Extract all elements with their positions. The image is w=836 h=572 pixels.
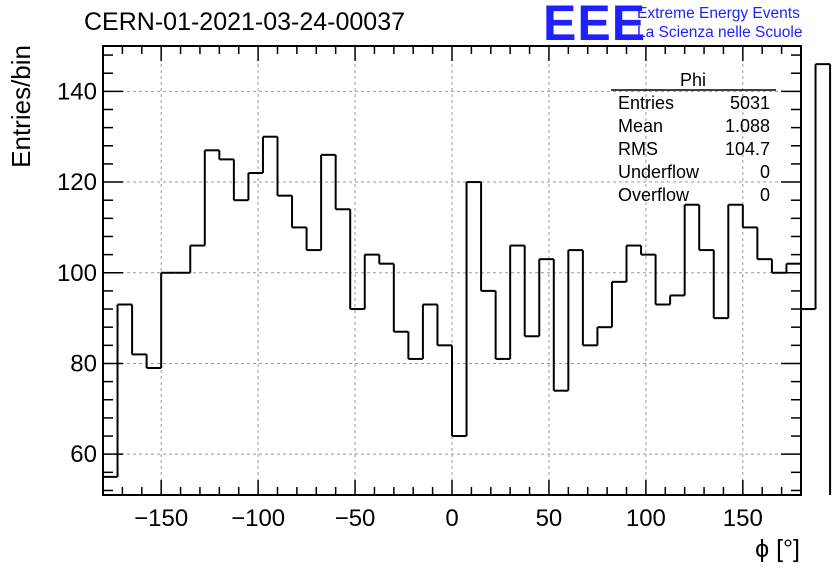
stats-row-mean: Mean 1.088 <box>618 116 770 138</box>
stats-row-overflow: Overflow 0 <box>618 185 770 207</box>
y-tick-label: 80 <box>70 350 97 377</box>
stats-value: 0 <box>759 162 770 182</box>
page-title: CERN-01-2021-03-24-00037 <box>84 8 406 36</box>
y-tick-label: 60 <box>70 441 97 468</box>
y-tick-label: 100 <box>57 260 97 287</box>
stats-row-entries: Entries 5031 <box>618 93 770 115</box>
stats-value: 1.088 <box>724 116 770 136</box>
stats-label: Underflow <box>618 162 700 182</box>
axes <box>102 45 802 496</box>
stats-label: RMS <box>618 139 658 159</box>
stats-value: 104.7 <box>724 139 770 159</box>
x-tick-label: −150 <box>134 505 188 532</box>
stats-row-rms: RMS 104.7 <box>618 139 770 161</box>
stats-label: Mean <box>618 116 664 136</box>
x-tick-label: −100 <box>231 505 285 532</box>
stats-label: Entries <box>618 93 675 113</box>
stats-value: 5031 <box>729 93 770 113</box>
stats-box-title: Phi <box>680 70 707 90</box>
x-tick-label: 0 <box>445 505 458 532</box>
y-tick-label: 120 <box>57 169 97 196</box>
y-axis-label: Entries/bin <box>6 45 36 168</box>
stats-label: Overflow <box>618 185 690 205</box>
stats-value: 0 <box>759 185 770 205</box>
x-axis-label: ϕ [°] <box>755 535 800 563</box>
y-tick-label: 140 <box>57 78 97 105</box>
x-tick-label: 50 <box>536 505 563 532</box>
eee-logo: EEE <box>543 0 647 51</box>
logo-text: Extreme Energy Events La Scienza nelle S… <box>637 4 802 42</box>
logo-line-1: Extreme Energy Events <box>637 5 800 22</box>
stats-row-underflow: Underflow 0 <box>618 162 770 184</box>
logo-line-2: La Scienza nelle Scuole <box>637 24 803 41</box>
grid-lines <box>103 46 801 495</box>
tick-labels: −150 −100 −50 0 50 100 150 60 80 100 120 140 <box>57 78 763 532</box>
x-tick-label: −50 <box>335 505 376 532</box>
x-tick-label: 100 <box>626 505 666 532</box>
x-tick-label: 150 <box>723 505 763 532</box>
histogram-bins <box>102 63 832 495</box>
